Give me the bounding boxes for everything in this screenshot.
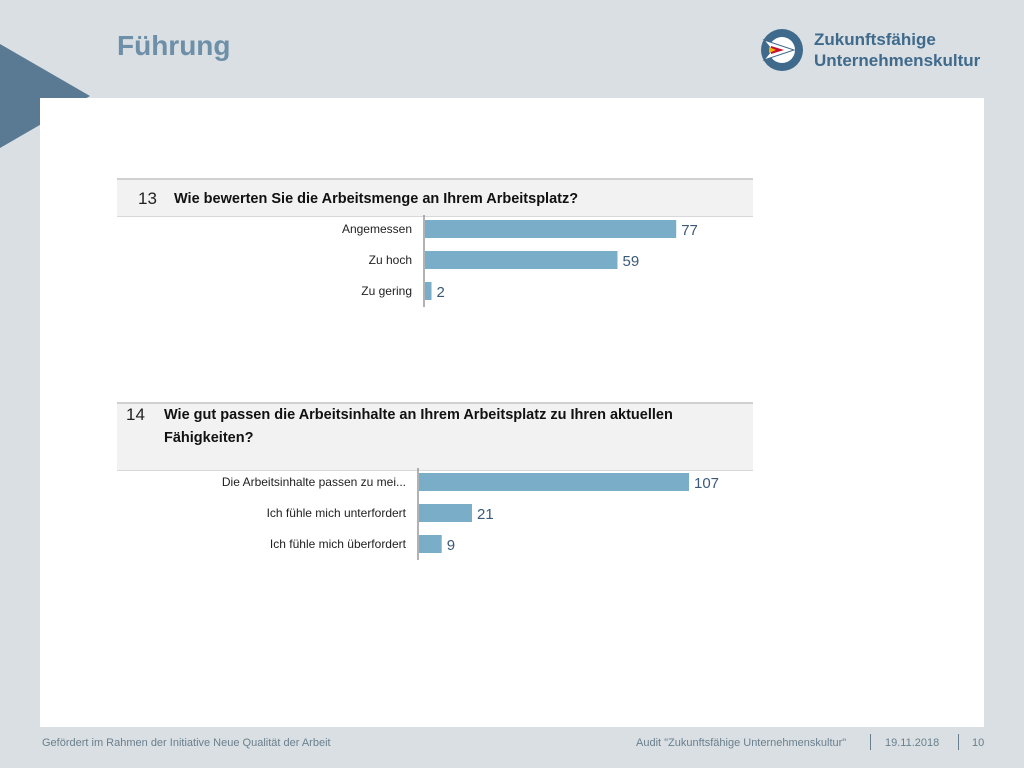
question-number: 14 <box>126 405 145 424</box>
bar <box>425 251 618 269</box>
footer-audit: Audit "Zukunftsfähige Unternehmenskultur… <box>636 737 847 749</box>
question-title: Wie gut passen die Arbeitsinhalte an Ihr… <box>164 407 673 423</box>
data-label: 21 <box>477 506 494 523</box>
data-label: 2 <box>437 284 445 301</box>
arrow-target-icon <box>761 29 803 71</box>
data-label: 59 <box>622 253 639 270</box>
content-panel: 13 Wie bewerten Sie die Arbeitsmenge an I… <box>40 98 984 727</box>
bar <box>419 535 442 553</box>
question-title: Wie bewerten Sie die Arbeitsmenge an Ihr… <box>174 191 578 207</box>
bar <box>425 282 432 300</box>
category-label: Angemessen <box>342 222 412 236</box>
logo: Zukunftsfähige Unternehmenskultur <box>760 28 1000 72</box>
category-label: Zu gering <box>361 284 412 298</box>
logo-line-2: Unternehmenskultur <box>814 51 981 70</box>
bar <box>419 473 689 491</box>
footer-date: 19.11.2018 <box>885 737 940 749</box>
category-label: Zu hoch <box>369 253 412 267</box>
footer-page-number: 10 <box>972 737 985 749</box>
question-header-box <box>117 180 753 216</box>
data-label: 9 <box>447 537 455 554</box>
question-header-rule <box>117 216 753 217</box>
question-header-rule <box>117 402 753 404</box>
bar <box>419 504 472 522</box>
logo-text: Zukunftsfähige Unternehmenskultur <box>814 29 980 71</box>
bar <box>425 220 677 238</box>
question-header-rule <box>117 470 753 471</box>
footer-separator <box>958 734 959 750</box>
footer-separator <box>870 734 871 750</box>
category-label: Ich fühle mich unterfordert <box>267 506 407 520</box>
survey-charts: 13 Wie bewerten Sie die Arbeitsmenge an I… <box>117 178 753 560</box>
data-label: 77 <box>681 222 698 239</box>
question-number: 13 <box>138 189 157 208</box>
question-title: Fähigkeiten? <box>164 430 254 446</box>
footer-initiative: Gefördert im Rahmen der Initiative Neue … <box>42 737 331 749</box>
question-header-box <box>117 404 753 470</box>
page-title: Führung <box>117 30 231 61</box>
data-label: 107 <box>694 475 719 492</box>
category-label: Die Arbeitsinhalte passen zu mei... <box>222 475 406 489</box>
category-label: Ich fühle mich überfordert <box>270 537 407 551</box>
logo-line-1: Zukunftsfähige <box>814 30 936 49</box>
question-header-rule <box>117 178 753 180</box>
